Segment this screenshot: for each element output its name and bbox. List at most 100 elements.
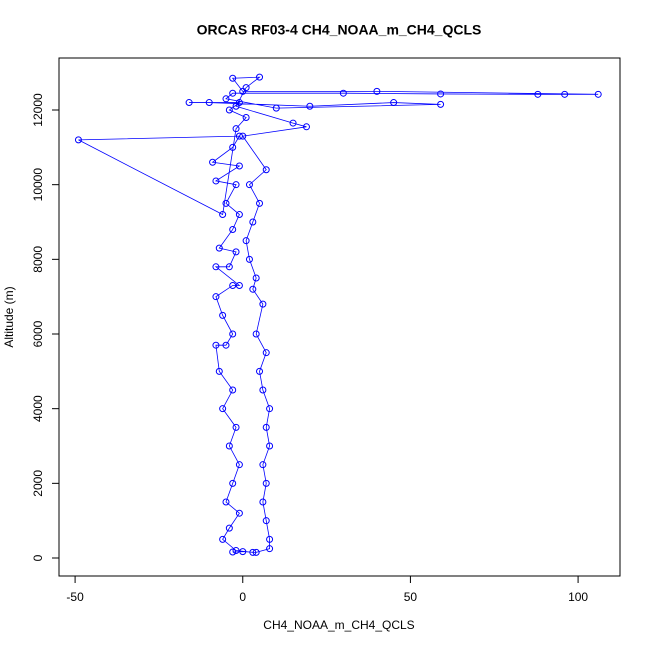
data-point [215,244,223,252]
data-point [232,181,240,189]
data-point [245,255,253,263]
data-point [225,524,233,532]
data-point [229,225,237,233]
data-point [262,517,270,525]
data-point [339,89,347,97]
data-point [215,367,223,375]
data-point [262,423,270,431]
data-point [225,263,233,271]
data-point [242,237,250,245]
data-point [239,132,247,140]
data-point [232,547,240,555]
data-point [229,548,237,556]
y-tick-label: 4000 [31,395,45,422]
data-point [212,263,220,271]
y-axis-label: Altitude (m) [2,286,16,347]
data-point [256,199,264,207]
data-point [209,158,217,166]
data-point [242,113,250,121]
data-point [561,90,569,98]
data-point [437,100,445,108]
data-point [594,90,602,98]
data-point [232,125,240,133]
data-point [235,132,243,140]
y-tick-label: 6000 [31,320,45,347]
data-point [266,545,274,553]
data-point [256,367,264,375]
data-point [235,461,243,469]
data-point [232,102,240,110]
data-point [232,248,240,256]
data-point [289,119,297,127]
data-point [252,274,260,282]
data-point [225,442,233,450]
data-point [222,199,230,207]
data-point [229,479,237,487]
data-point [272,104,280,112]
y-tick-label: 0 [31,554,45,561]
data-point [262,479,270,487]
x-tick-label: 0 [239,590,246,604]
data-line [78,76,599,553]
data-point [205,99,213,107]
data-point [232,423,240,431]
data-point [225,106,233,114]
data-point [229,281,237,289]
data-point [222,95,230,103]
data-point [235,281,243,289]
data-point [185,99,193,107]
x-axis-label: CH4_NOAA_m_CH4_QCLS [263,618,414,632]
data-point [229,89,237,97]
data-point [235,162,243,170]
data-point [219,535,227,543]
data-point [306,102,314,110]
data-point [229,74,237,82]
x-tick-label: -50 [66,590,84,604]
data-point [249,218,257,226]
data-point [390,99,398,107]
data-point [262,166,270,174]
y-tick-label: 12000 [31,93,45,127]
y-tick-label: 8000 [31,246,45,273]
data-point [229,143,237,151]
data-point [259,386,267,394]
data-point [229,386,237,394]
data-point [235,509,243,517]
data-point [259,498,267,506]
data-point [222,341,230,349]
data-point [245,181,253,189]
data-point [256,73,264,81]
data-point [266,405,274,413]
data-point [252,548,260,556]
data-point [74,136,82,144]
data-point [259,300,267,308]
data-point [242,84,250,92]
data-point [373,87,381,95]
data-point [212,341,220,349]
data-point [219,405,227,413]
y-tick-label: 2000 [31,470,45,497]
chart-title: ORCAS RF03-4 CH4_NOAA_m_CH4_QCLS [197,22,482,38]
data-point [212,177,220,185]
data-point [302,123,310,131]
data-point [219,211,227,219]
data-point [222,498,230,506]
data-point [437,90,445,98]
data-point [249,548,257,556]
data-point [239,548,247,556]
data-point [229,330,237,338]
data-point [266,442,274,450]
data-point [262,349,270,357]
data-point [249,285,257,293]
x-tick-label: 100 [568,590,588,604]
x-tick-label: 50 [404,590,418,604]
data-point [259,461,267,469]
data-point [212,293,220,301]
data-point [235,211,243,219]
data-point [219,311,227,319]
data-point [266,535,274,543]
y-tick-label: 10000 [31,168,45,202]
data-point [534,90,542,98]
